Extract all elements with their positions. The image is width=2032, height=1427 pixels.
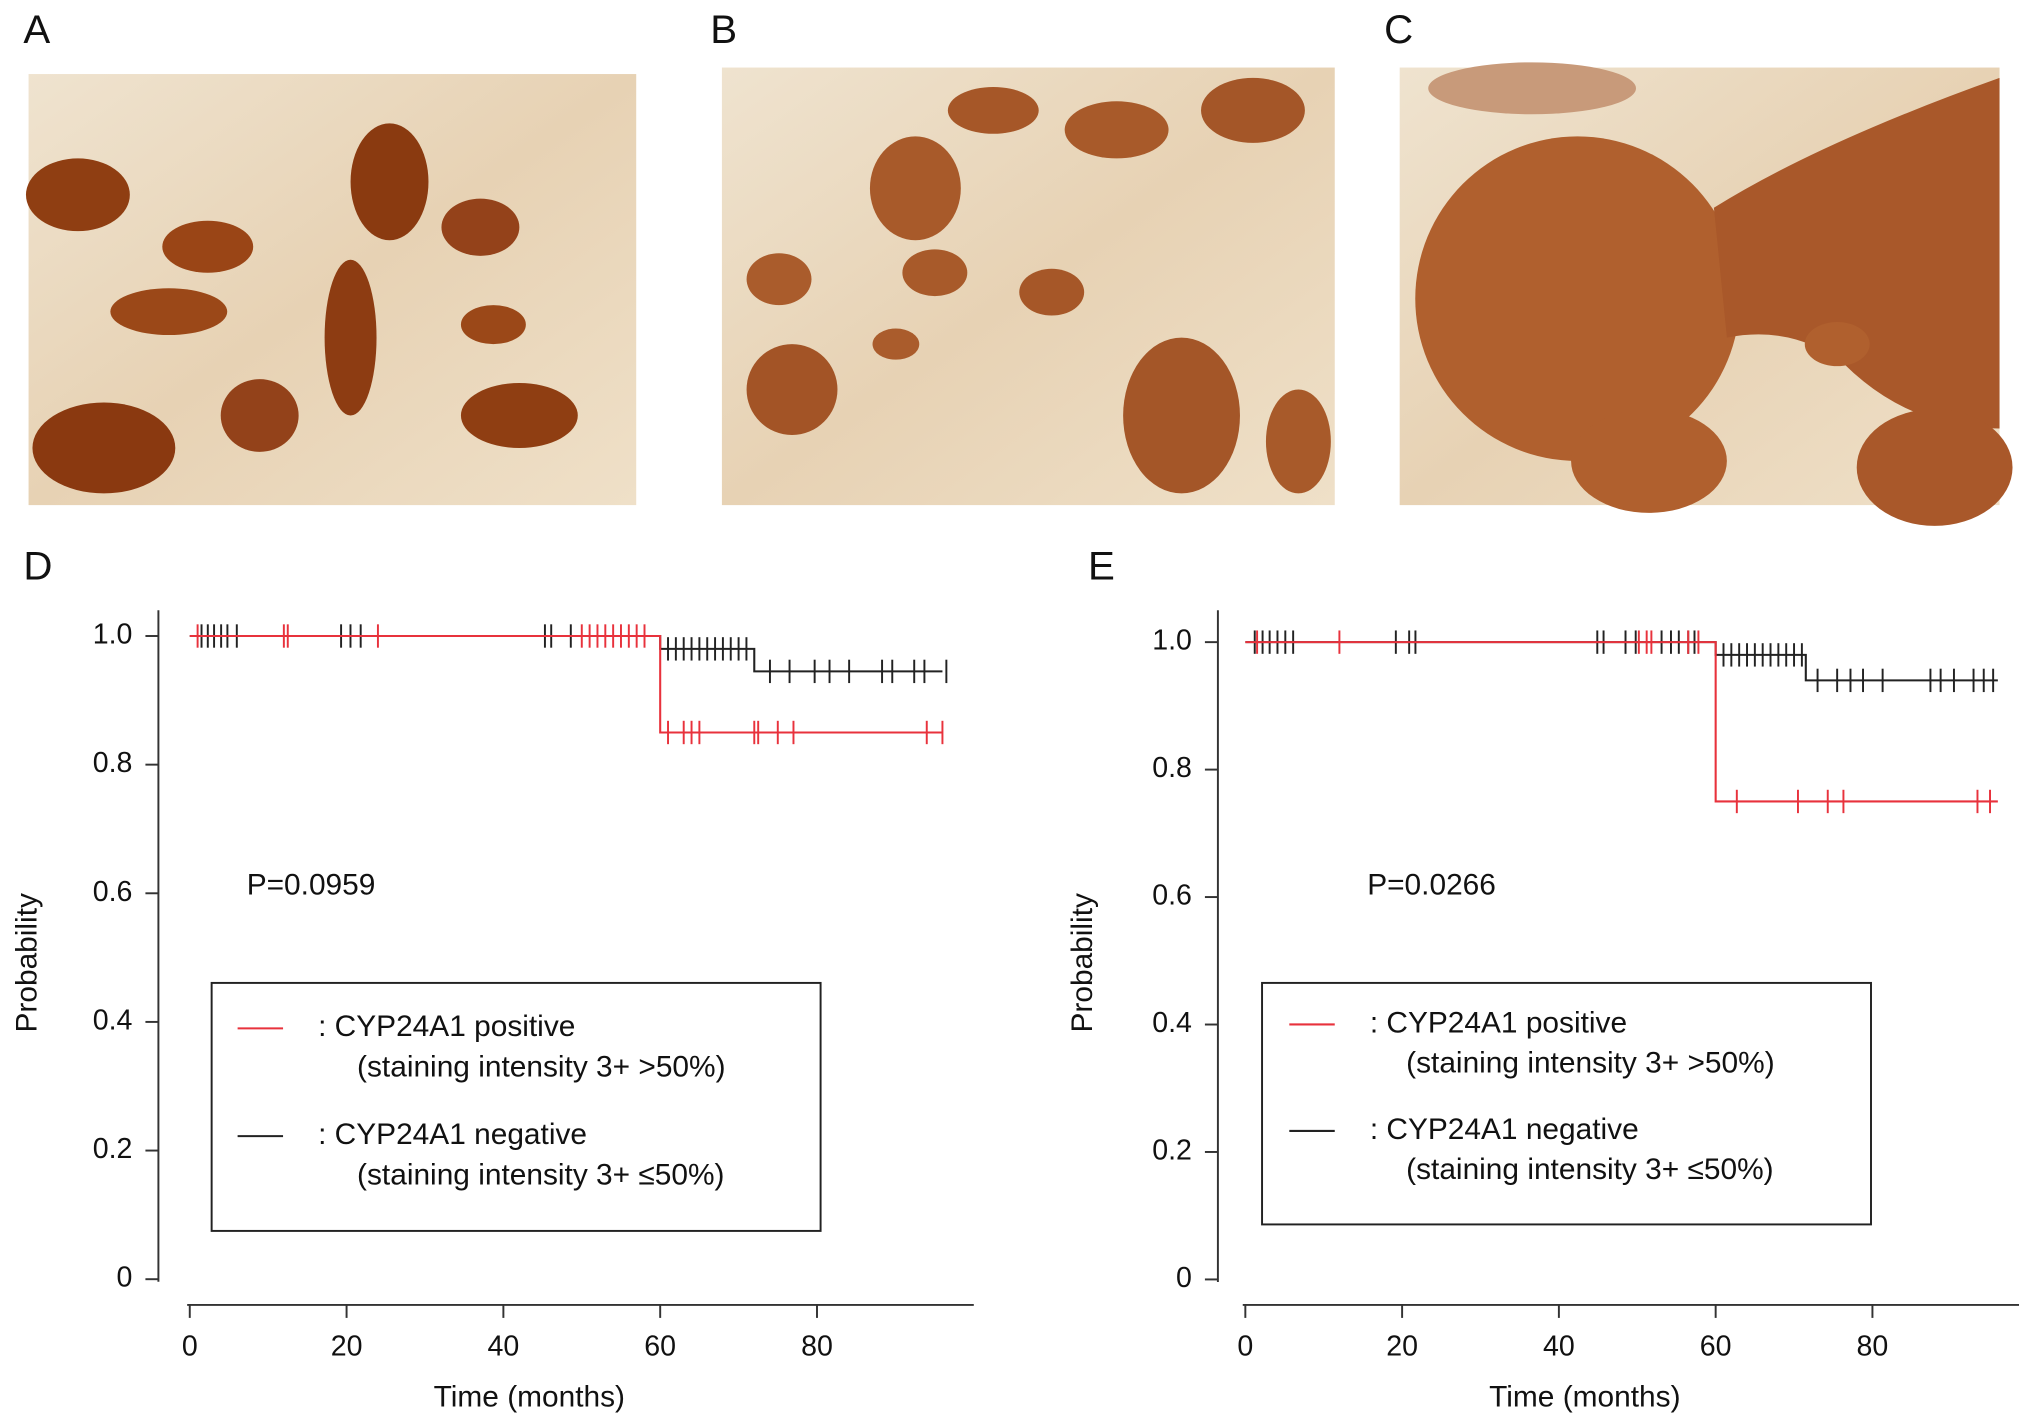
- y-tick-label: 0.6: [1152, 880, 1192, 912]
- legend-description: (staining intensity 3+ ≤50%): [357, 1158, 724, 1191]
- panel-label: C: [1384, 7, 1413, 52]
- survival-curve: [1245, 641, 1998, 803]
- y-tick-label: 0.2: [1152, 1135, 1192, 1167]
- x-tick-label: 80: [801, 1330, 833, 1362]
- legend-label: : CYP24A1 positive: [318, 1010, 575, 1043]
- p-value: P=0.0959: [247, 869, 376, 902]
- panel-label: E: [1088, 543, 1115, 588]
- y-tick-label: 0.8: [1152, 752, 1192, 784]
- image-c: [1399, 62, 2013, 526]
- p-value: P=0.0266: [1367, 869, 1496, 902]
- x-tick-label: 40: [1543, 1330, 1575, 1362]
- survival-curve: [189, 634, 943, 734]
- y-tick-label: 0: [1176, 1262, 1192, 1294]
- x-axis-label: Time (months): [434, 1380, 625, 1413]
- survival-curve: [1245, 641, 1998, 682]
- x-tick-label: 40: [487, 1330, 519, 1362]
- x-tick-label: 20: [331, 1330, 363, 1362]
- x-tick-label: 60: [644, 1330, 676, 1362]
- legend-label: : CYP24A1 positive: [1370, 1006, 1627, 1039]
- legend-description: (staining intensity 3+ >50%): [1406, 1047, 1774, 1080]
- y-tick-label: 1.0: [93, 619, 133, 651]
- y-axis-label: Probability: [1066, 893, 1099, 1032]
- legend-label: : CYP24A1 negative: [318, 1118, 587, 1151]
- panel-label: B: [710, 7, 737, 52]
- y-tick-label: 0.6: [93, 876, 133, 908]
- y-tick-label: 0.2: [93, 1133, 133, 1165]
- image-b: [721, 67, 1335, 506]
- panel-label: D: [23, 543, 52, 588]
- x-axis-label: Time (months): [1489, 1380, 1680, 1413]
- panel-label: A: [23, 7, 50, 52]
- y-axis-label: Probability: [10, 893, 43, 1032]
- y-tick-label: 1.0: [1152, 625, 1192, 657]
- y-tick-label: 0.4: [93, 1004, 133, 1036]
- legend-box: [1261, 981, 1872, 1226]
- x-tick-label: 0: [1237, 1330, 1253, 1362]
- legend-description: (staining intensity 3+ >50%): [357, 1051, 725, 1084]
- image-a: [25, 74, 637, 506]
- y-tick-label: 0: [117, 1262, 133, 1294]
- y-tick-label: 0.8: [93, 747, 133, 779]
- legend-box: [210, 981, 822, 1232]
- x-tick-label: 0: [182, 1330, 198, 1362]
- y-tick-label: 0.4: [1152, 1007, 1192, 1039]
- x-tick-label: 80: [1857, 1330, 1889, 1362]
- legend-description: (staining intensity 3+ ≤50%): [1406, 1153, 1773, 1186]
- x-tick-label: 20: [1386, 1330, 1418, 1362]
- x-tick-label: 60: [1700, 1330, 1732, 1362]
- legend-label: : CYP24A1 negative: [1370, 1113, 1639, 1146]
